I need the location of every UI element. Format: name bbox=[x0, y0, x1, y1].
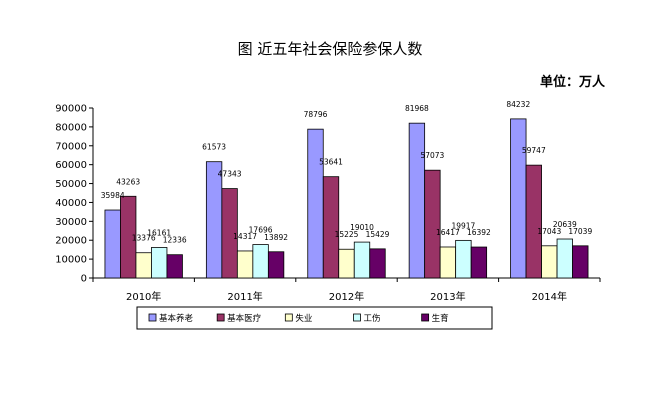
legend-item: 基本医疗 bbox=[216, 313, 262, 324]
data-label: 78796 bbox=[304, 110, 328, 119]
data-label: 47343 bbox=[218, 170, 242, 179]
bar bbox=[424, 169, 441, 279]
y-tick-label: 80000 bbox=[55, 122, 87, 133]
bars bbox=[104, 118, 589, 279]
legend-item: 生育 bbox=[421, 313, 449, 324]
data-label: 16417 bbox=[436, 228, 460, 237]
bar bbox=[541, 245, 558, 279]
legend-item: 基本养老 bbox=[148, 313, 194, 324]
bar bbox=[135, 252, 152, 279]
legend-label: 工伤 bbox=[363, 313, 380, 324]
bar bbox=[572, 245, 589, 279]
data-label: 16392 bbox=[467, 228, 491, 237]
bar bbox=[252, 244, 269, 279]
bar bbox=[455, 239, 472, 279]
bar bbox=[236, 250, 254, 279]
legend-box bbox=[136, 306, 493, 330]
legend-label: 生育 bbox=[432, 313, 449, 324]
legend-swatch bbox=[148, 313, 157, 322]
unit-label: 单位：万人 bbox=[540, 74, 606, 90]
bar bbox=[307, 128, 324, 279]
data-label: 19917 bbox=[451, 221, 475, 230]
legend-swatch bbox=[284, 313, 293, 322]
bar bbox=[408, 122, 426, 279]
y-tick-label: 10000 bbox=[55, 255, 87, 266]
legend-item: 工伤 bbox=[353, 313, 380, 324]
x-tick-label: 2011年 bbox=[227, 290, 262, 303]
x-tick-label: 2010年 bbox=[126, 290, 161, 303]
data-label: 17696 bbox=[249, 226, 273, 235]
y-tick-label: 40000 bbox=[55, 198, 87, 209]
bar bbox=[470, 246, 488, 279]
bar bbox=[120, 195, 137, 279]
y-axis: 0 10000 20000 30000 40000 50000 60000 70000 8000… bbox=[55, 104, 94, 285]
bar bbox=[525, 164, 542, 279]
data-label: 12336 bbox=[163, 236, 187, 245]
y-tick-label: 0 bbox=[81, 274, 87, 285]
legend-swatch bbox=[421, 313, 430, 322]
chart-title: 图 近五年社会保险参保人数 bbox=[238, 40, 423, 58]
legend-swatch bbox=[216, 313, 225, 322]
legend-item: 失业 bbox=[284, 313, 312, 324]
bar bbox=[338, 248, 355, 279]
legend-swatch bbox=[353, 313, 361, 322]
y-tick-label: 30000 bbox=[55, 217, 87, 228]
legend: 基本养老 基本医疗 失业 工伤 生育 bbox=[136, 306, 493, 330]
data-label: 53641 bbox=[319, 158, 343, 167]
bar bbox=[439, 246, 457, 279]
data-label: 57073 bbox=[420, 151, 444, 160]
data-label: 43263 bbox=[116, 177, 140, 186]
bar bbox=[104, 209, 121, 279]
data-label: 13376 bbox=[132, 234, 156, 243]
bar bbox=[221, 188, 238, 279]
bar bbox=[369, 248, 386, 279]
data-label: 84232 bbox=[506, 100, 530, 109]
x-tick-label: 2013年 bbox=[430, 290, 465, 303]
y-tick-label: 70000 bbox=[55, 141, 87, 152]
data-label: 20639 bbox=[553, 220, 577, 229]
legend-label: 基本养老 bbox=[159, 313, 194, 324]
data-label: 14317 bbox=[233, 232, 257, 241]
x-axis: 2010年 2011年 2012年 2013年 2014年 bbox=[92, 277, 601, 303]
bar bbox=[151, 247, 168, 279]
data-label: 35984 bbox=[101, 191, 125, 200]
data-label: 19010 bbox=[350, 223, 374, 232]
y-tick-label: 20000 bbox=[55, 236, 87, 247]
bar bbox=[267, 251, 285, 279]
bar bbox=[166, 254, 183, 279]
x-tick-label: 2012年 bbox=[329, 290, 364, 303]
y-tick-label: 50000 bbox=[55, 179, 87, 190]
data-label: 61573 bbox=[202, 143, 226, 152]
data-label: 59747 bbox=[522, 146, 546, 155]
data-label: 15429 bbox=[366, 230, 390, 239]
bar bbox=[510, 118, 527, 279]
data-label: 13892 bbox=[264, 233, 288, 242]
y-tick-label: 60000 bbox=[55, 160, 87, 171]
bar bbox=[556, 238, 573, 279]
legend-label: 失业 bbox=[295, 313, 312, 324]
data-label: 17043 bbox=[537, 227, 561, 236]
legend-label: 基本医疗 bbox=[227, 313, 262, 324]
x-tick-label: 2014年 bbox=[532, 290, 567, 303]
bar bbox=[353, 241, 371, 279]
data-label: 17039 bbox=[568, 227, 592, 236]
bar bbox=[205, 161, 223, 279]
data-label: 16161 bbox=[147, 228, 171, 237]
data-label: 15225 bbox=[335, 230, 359, 239]
data-label: 81968 bbox=[405, 104, 429, 113]
y-tick-label: 90000 bbox=[55, 104, 87, 115]
bar bbox=[322, 176, 340, 279]
